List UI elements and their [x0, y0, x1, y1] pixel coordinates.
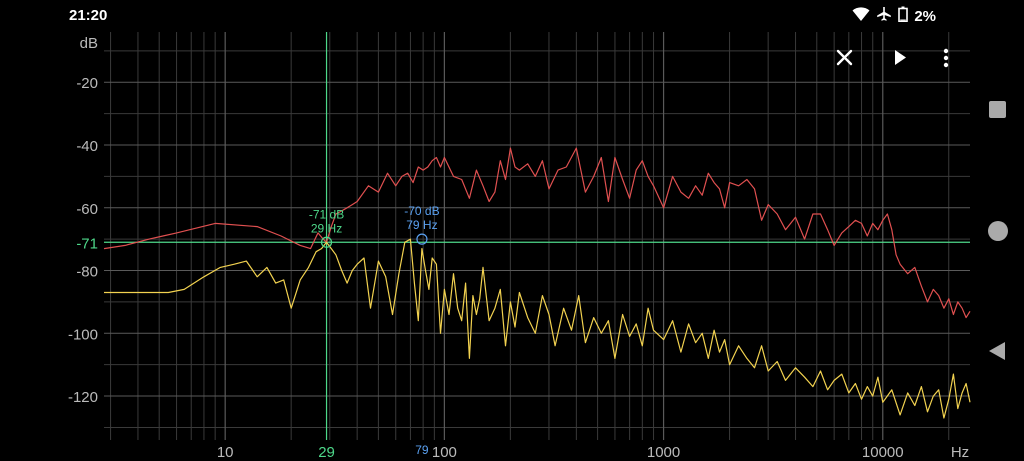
peak-marker-hz-label: 29 Hz	[311, 221, 342, 235]
x-tick-label: 100	[432, 444, 457, 461]
more-options-button[interactable]	[926, 44, 966, 74]
x-tick-label: 1000	[647, 444, 680, 461]
cursor-crosshair[interactable]	[104, 32, 970, 440]
recents-square-icon	[989, 101, 1006, 118]
peak-marker-db-label: -70 dB	[404, 204, 439, 218]
minor-gridlines	[104, 32, 970, 440]
peak-marker-db-label: -71 dB	[309, 207, 344, 221]
y-tick-label: -60	[76, 201, 98, 218]
home-circle-icon	[988, 221, 1008, 241]
battery-percent: 2%	[914, 8, 936, 25]
status-bar: 21:20 2%	[0, 0, 1024, 32]
x-tick-label: 10	[217, 444, 234, 461]
status-icons: 2%	[852, 6, 936, 27]
y-tick-label: -20	[76, 75, 98, 92]
play-button[interactable]	[880, 44, 920, 74]
cursor-freq-label: 29	[318, 444, 335, 461]
airplane-mode-icon	[876, 6, 892, 27]
battery-icon	[898, 6, 909, 27]
play-icon	[895, 50, 906, 65]
y-tick-label: -40	[76, 138, 98, 155]
y-unit-label: dB	[80, 35, 98, 52]
peak-marker-hz-label: 79 Hz	[406, 218, 437, 232]
peak-marker-circle[interactable]	[320, 236, 333, 248]
wifi-icon	[852, 6, 870, 27]
x-unit-label: Hz	[951, 444, 969, 461]
y-tick-label: -80	[76, 264, 98, 281]
close-button[interactable]	[824, 44, 864, 74]
series-layer	[103, 147, 971, 419]
back-triangle-icon	[989, 342, 1005, 360]
more-vert-icon	[943, 48, 949, 68]
marker-freq-tick-label: 79	[415, 443, 429, 457]
live-spectrum-line	[104, 238, 971, 419]
recents-button[interactable]	[980, 92, 1016, 128]
axis-labels: -20 -40 -60 -80 -100 -120 dB 10 100 1000 10000 Hz -7…	[68, 35, 969, 461]
home-button[interactable]	[980, 213, 1016, 249]
toolbar	[822, 44, 972, 74]
x-tick-label: 10000	[862, 444, 904, 461]
major-gridlines	[104, 32, 970, 440]
status-time: 21:20	[69, 7, 108, 24]
cursor-level-label: -71	[76, 235, 98, 252]
system-navigation-bar	[972, 0, 1024, 461]
y-tick-label: -120	[68, 389, 98, 406]
y-tick-label: -100	[68, 326, 98, 343]
close-icon	[836, 49, 853, 66]
back-button[interactable]	[980, 333, 1016, 369]
peak-marker-circle[interactable]	[416, 233, 428, 245]
peak-hold-line	[103, 147, 971, 319]
